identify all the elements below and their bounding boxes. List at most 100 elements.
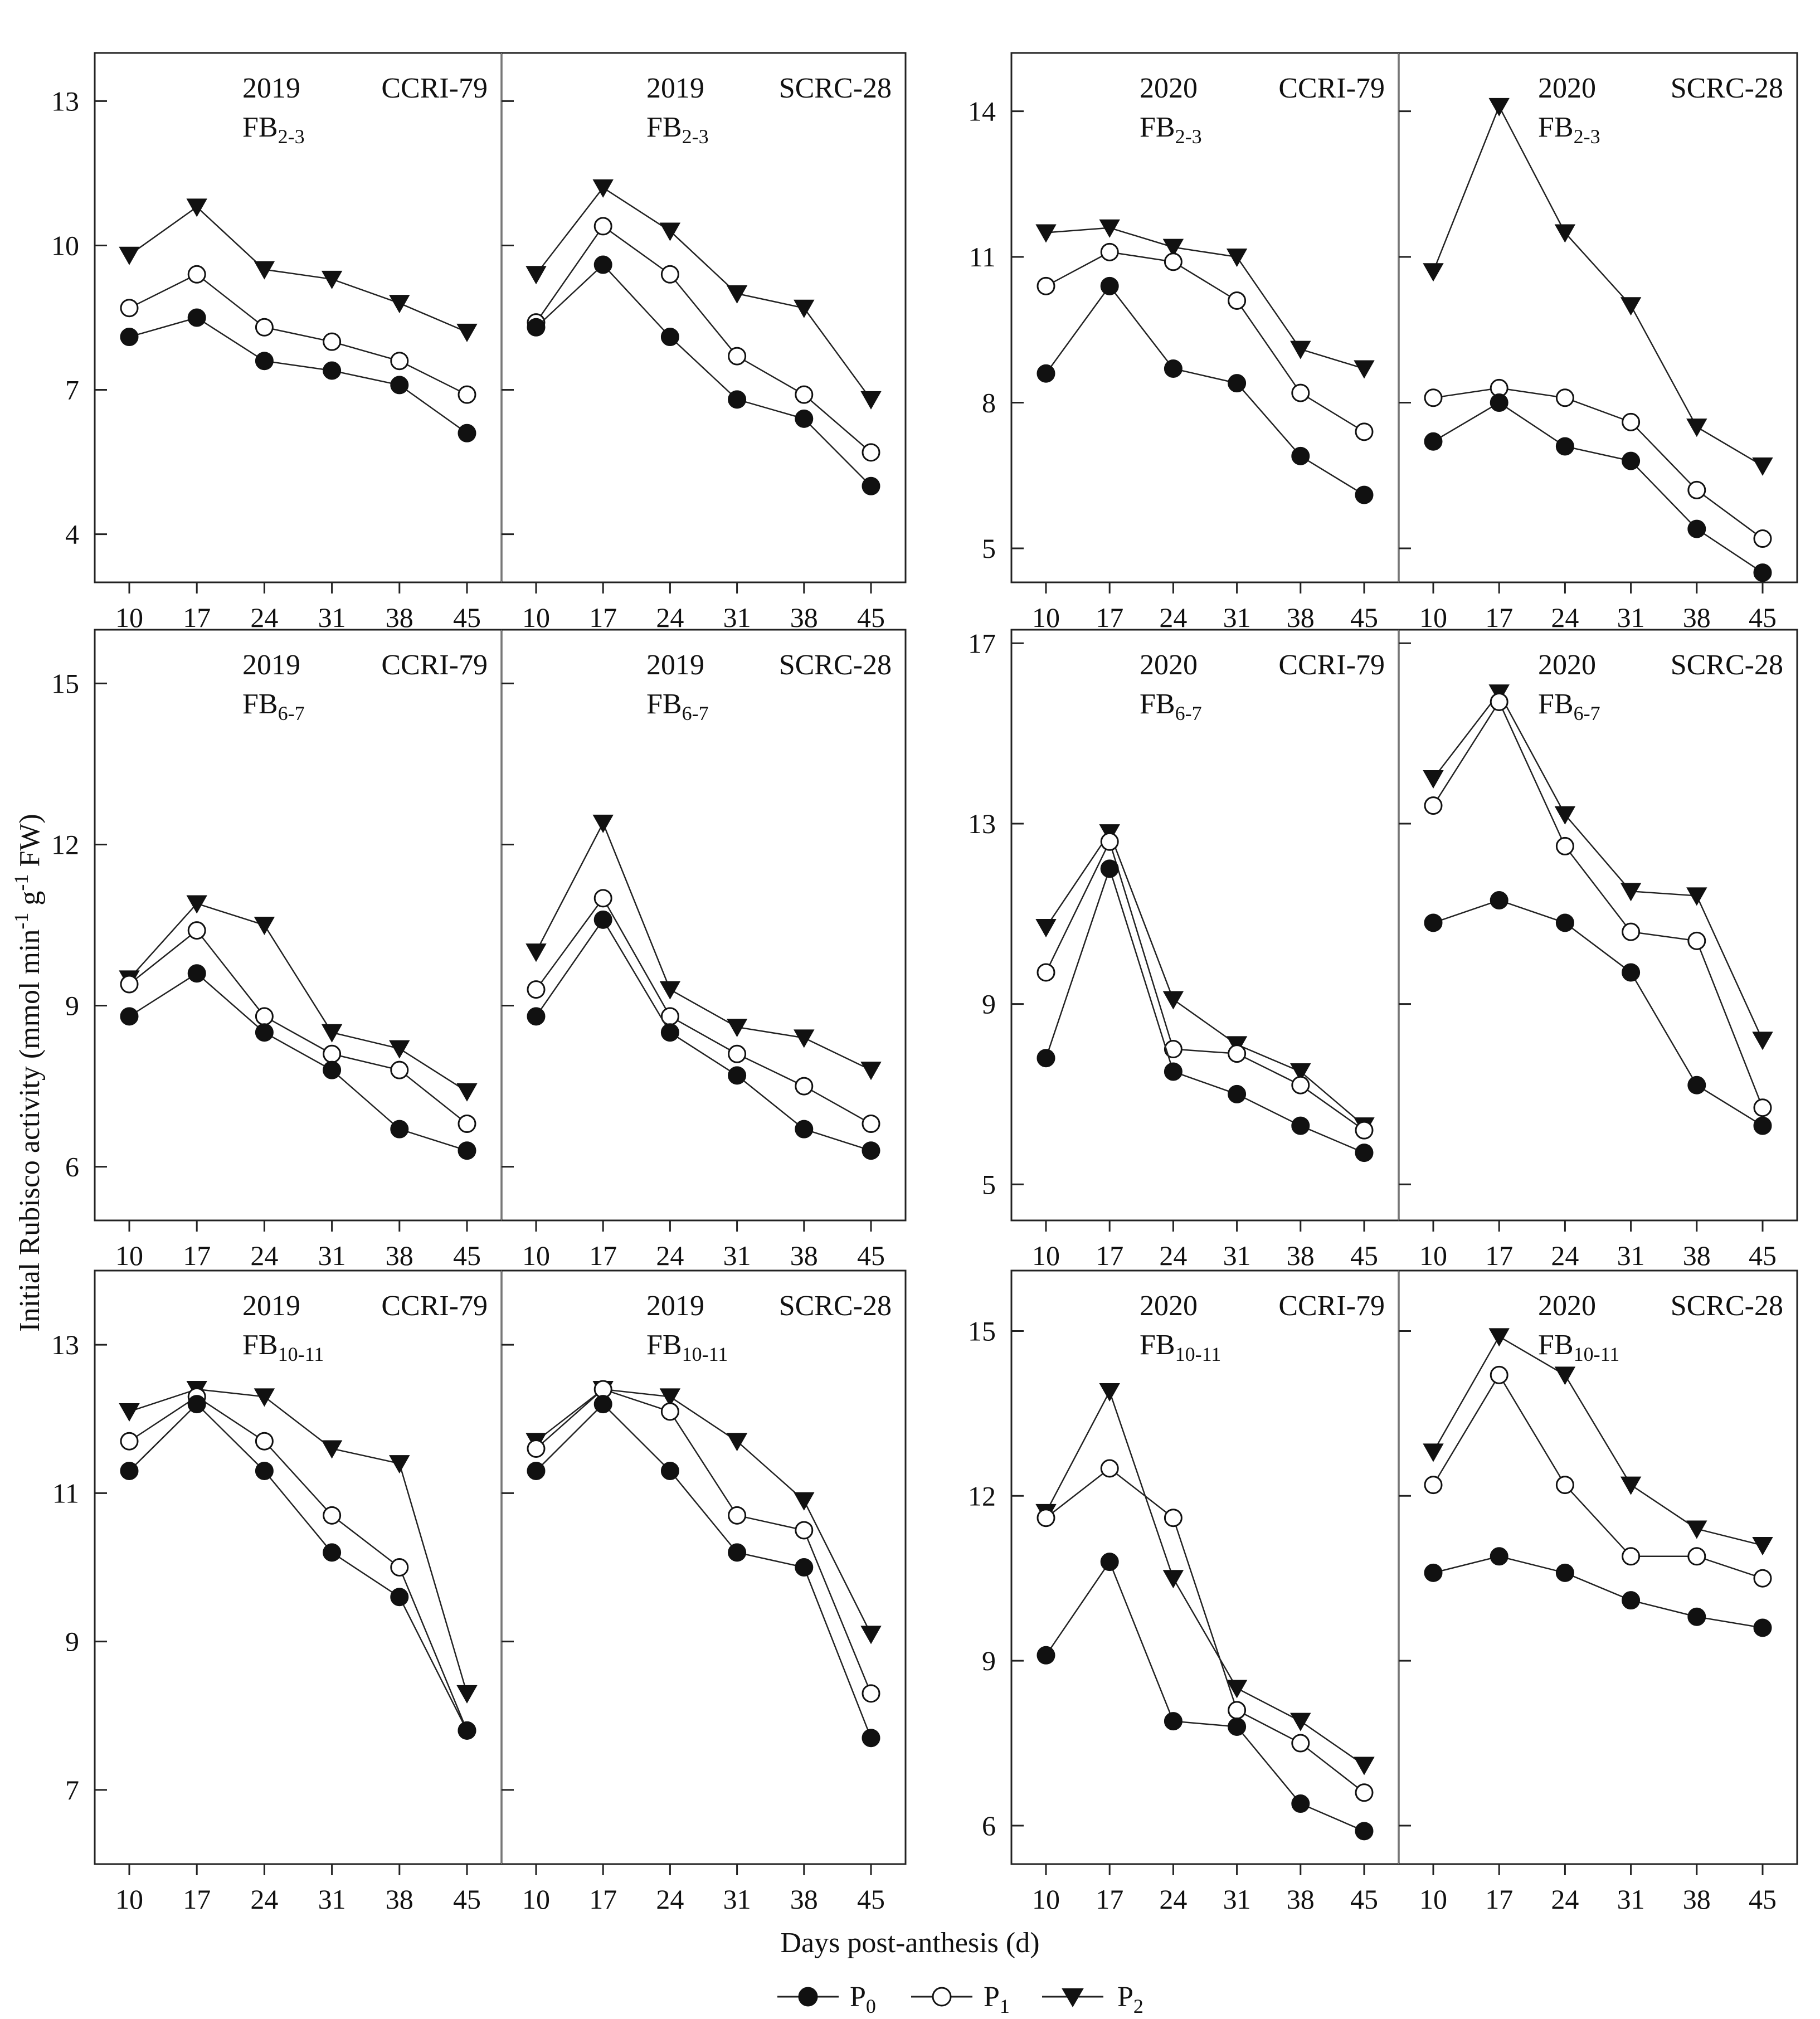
- data-point-p2: [119, 1403, 140, 1422]
- data-point-p2: [456, 1083, 478, 1102]
- data-point-p0: [660, 1461, 679, 1480]
- data-point-p1: [1753, 529, 1772, 548]
- data-point-p2: [726, 285, 748, 304]
- data-point-p1: [728, 1506, 747, 1525]
- panel-year: 2020: [1538, 1290, 1596, 1322]
- panel-cultivar: CCRI-79: [1278, 72, 1385, 104]
- data-point-p2: [659, 222, 681, 241]
- panel-fruit-branch-main: FB: [1538, 111, 1574, 143]
- data-point-p0: [1687, 519, 1706, 538]
- data-point-p0: [1753, 1116, 1772, 1135]
- data-point-p1: [1036, 276, 1055, 295]
- y-tick-label: 9: [65, 990, 79, 1021]
- data-point-p0: [1490, 891, 1508, 909]
- x-tick-label: 45: [1749, 1240, 1777, 1271]
- x-tick-label: 10: [115, 1240, 143, 1271]
- x-tick-label: 45: [1350, 1884, 1378, 1915]
- panel-fruit-branch-sub: 6-7: [682, 702, 709, 724]
- data-point-p1: [862, 443, 880, 462]
- data-point-p1: [323, 1044, 342, 1063]
- y-axis-label: Initial Rubisco activity (mmol min-1 g-1…: [10, 814, 46, 1331]
- data-point-p0: [1687, 1607, 1706, 1626]
- data-point-p0: [323, 1060, 342, 1079]
- data-point-p0: [862, 1729, 880, 1748]
- data-point-p0: [862, 476, 880, 495]
- data-point-p2: [456, 323, 478, 342]
- panel-2020-CCRI-79-FB2-3: 5 8 11 14 10 17 24 31 38 45 2020 CCRI-79 FB2-3: [968, 52, 1400, 633]
- x-tick-label: 17: [1096, 602, 1123, 633]
- panel-fruit-branch-main: FB: [1538, 1329, 1574, 1361]
- data-point-p2: [1099, 219, 1120, 238]
- data-point-p1: [1100, 832, 1119, 851]
- y-tick-label: 5: [982, 533, 996, 564]
- data-point-p1: [1555, 836, 1574, 855]
- data-point-p0: [255, 1023, 274, 1042]
- data-point-p0: [593, 910, 612, 929]
- data-point-p2: [254, 1388, 275, 1407]
- y-tick-label: 9: [982, 1645, 996, 1676]
- y-tick-label: 14: [968, 96, 996, 127]
- data-point-p0: [1490, 1547, 1508, 1566]
- data-point-p2: [794, 299, 815, 318]
- x-tick-label: 24: [1159, 1884, 1187, 1915]
- panel-fruit-branch-sub: 2-3: [1175, 125, 1202, 148]
- data-point-p0: [795, 409, 814, 428]
- data-point-p2: [1423, 770, 1444, 789]
- data-point-p0: [1424, 432, 1443, 451]
- x-tick-label: 31: [1223, 602, 1251, 633]
- data-point-p0: [1036, 364, 1055, 383]
- x-tick-label: 38: [1683, 602, 1711, 633]
- x-tick-label: 45: [453, 1884, 481, 1915]
- data-point-p0: [1622, 1591, 1641, 1610]
- x-tick-label: 38: [1683, 1884, 1711, 1915]
- panel-fruit-branch-main: FB: [1140, 1329, 1175, 1361]
- panel-year: 2019: [242, 1290, 300, 1322]
- y-tick-label: 9: [982, 989, 996, 1020]
- data-point-p0: [120, 328, 139, 347]
- panel-frame: [502, 629, 907, 1222]
- series-line-p0: [536, 264, 872, 487]
- x-tick-label: 38: [790, 602, 818, 633]
- data-point-p1: [795, 385, 814, 404]
- x-tick-label: 10: [522, 1884, 550, 1915]
- panel-2020-SCRC-28-FB6-7: 10 17 24 31 38 45 2020 SCRC-28 FB6-7: [1398, 629, 1798, 1271]
- series-line-p1: [1045, 251, 1365, 432]
- data-point-p1: [660, 1402, 679, 1421]
- panel-cultivar: SCRC-28: [779, 1290, 892, 1322]
- y-tick-label: 9: [65, 1626, 79, 1657]
- data-point-p1: [728, 1044, 747, 1063]
- data-point-p2: [119, 246, 140, 265]
- data-point-p2: [726, 1019, 748, 1038]
- data-point-p2: [592, 179, 614, 198]
- legend-label-p0-sub: 0: [866, 1995, 876, 2017]
- series-line-p2: [536, 187, 872, 400]
- data-point-p0: [1228, 1084, 1247, 1103]
- panel-fruit-branch-sub: 6-7: [1574, 702, 1600, 724]
- data-point-p0: [390, 376, 409, 395]
- series-line-p2: [129, 1388, 468, 1694]
- panel-cultivar: CCRI-79: [1278, 1290, 1385, 1322]
- x-tick-label: 10: [115, 1884, 143, 1915]
- data-point-p0: [255, 352, 274, 371]
- series-line-p2: [1432, 1335, 1763, 1546]
- panel-fruit-branch-sub: 6-7: [1175, 702, 1202, 724]
- data-point-p1: [593, 217, 612, 236]
- series-line-p2: [535, 821, 872, 1071]
- panel-fruit-branch-main: FB: [646, 111, 682, 143]
- data-point-p2: [860, 1062, 882, 1081]
- data-point-p0: [120, 1007, 139, 1026]
- x-tick-label: 10: [1419, 1240, 1447, 1271]
- y-tick-label: 11: [52, 1477, 79, 1509]
- panel-2020-SCRC-28-FB10-11: 10 17 24 31 38 45 2020 SCRC-28 FB10-11: [1398, 1269, 1798, 1915]
- data-point-p1: [390, 1060, 409, 1079]
- y-tick-label: 8: [982, 387, 996, 419]
- panel-frame: [1399, 629, 1798, 1222]
- data-point-p2: [1620, 883, 1642, 902]
- panel-frame: [1399, 52, 1798, 583]
- data-point-p2: [1752, 1537, 1773, 1556]
- series-line-p2: [1045, 831, 1365, 1127]
- y-tick-label: 7: [65, 1774, 79, 1806]
- x-tick-label: 45: [1350, 1240, 1378, 1271]
- data-point-p1: [1622, 412, 1641, 431]
